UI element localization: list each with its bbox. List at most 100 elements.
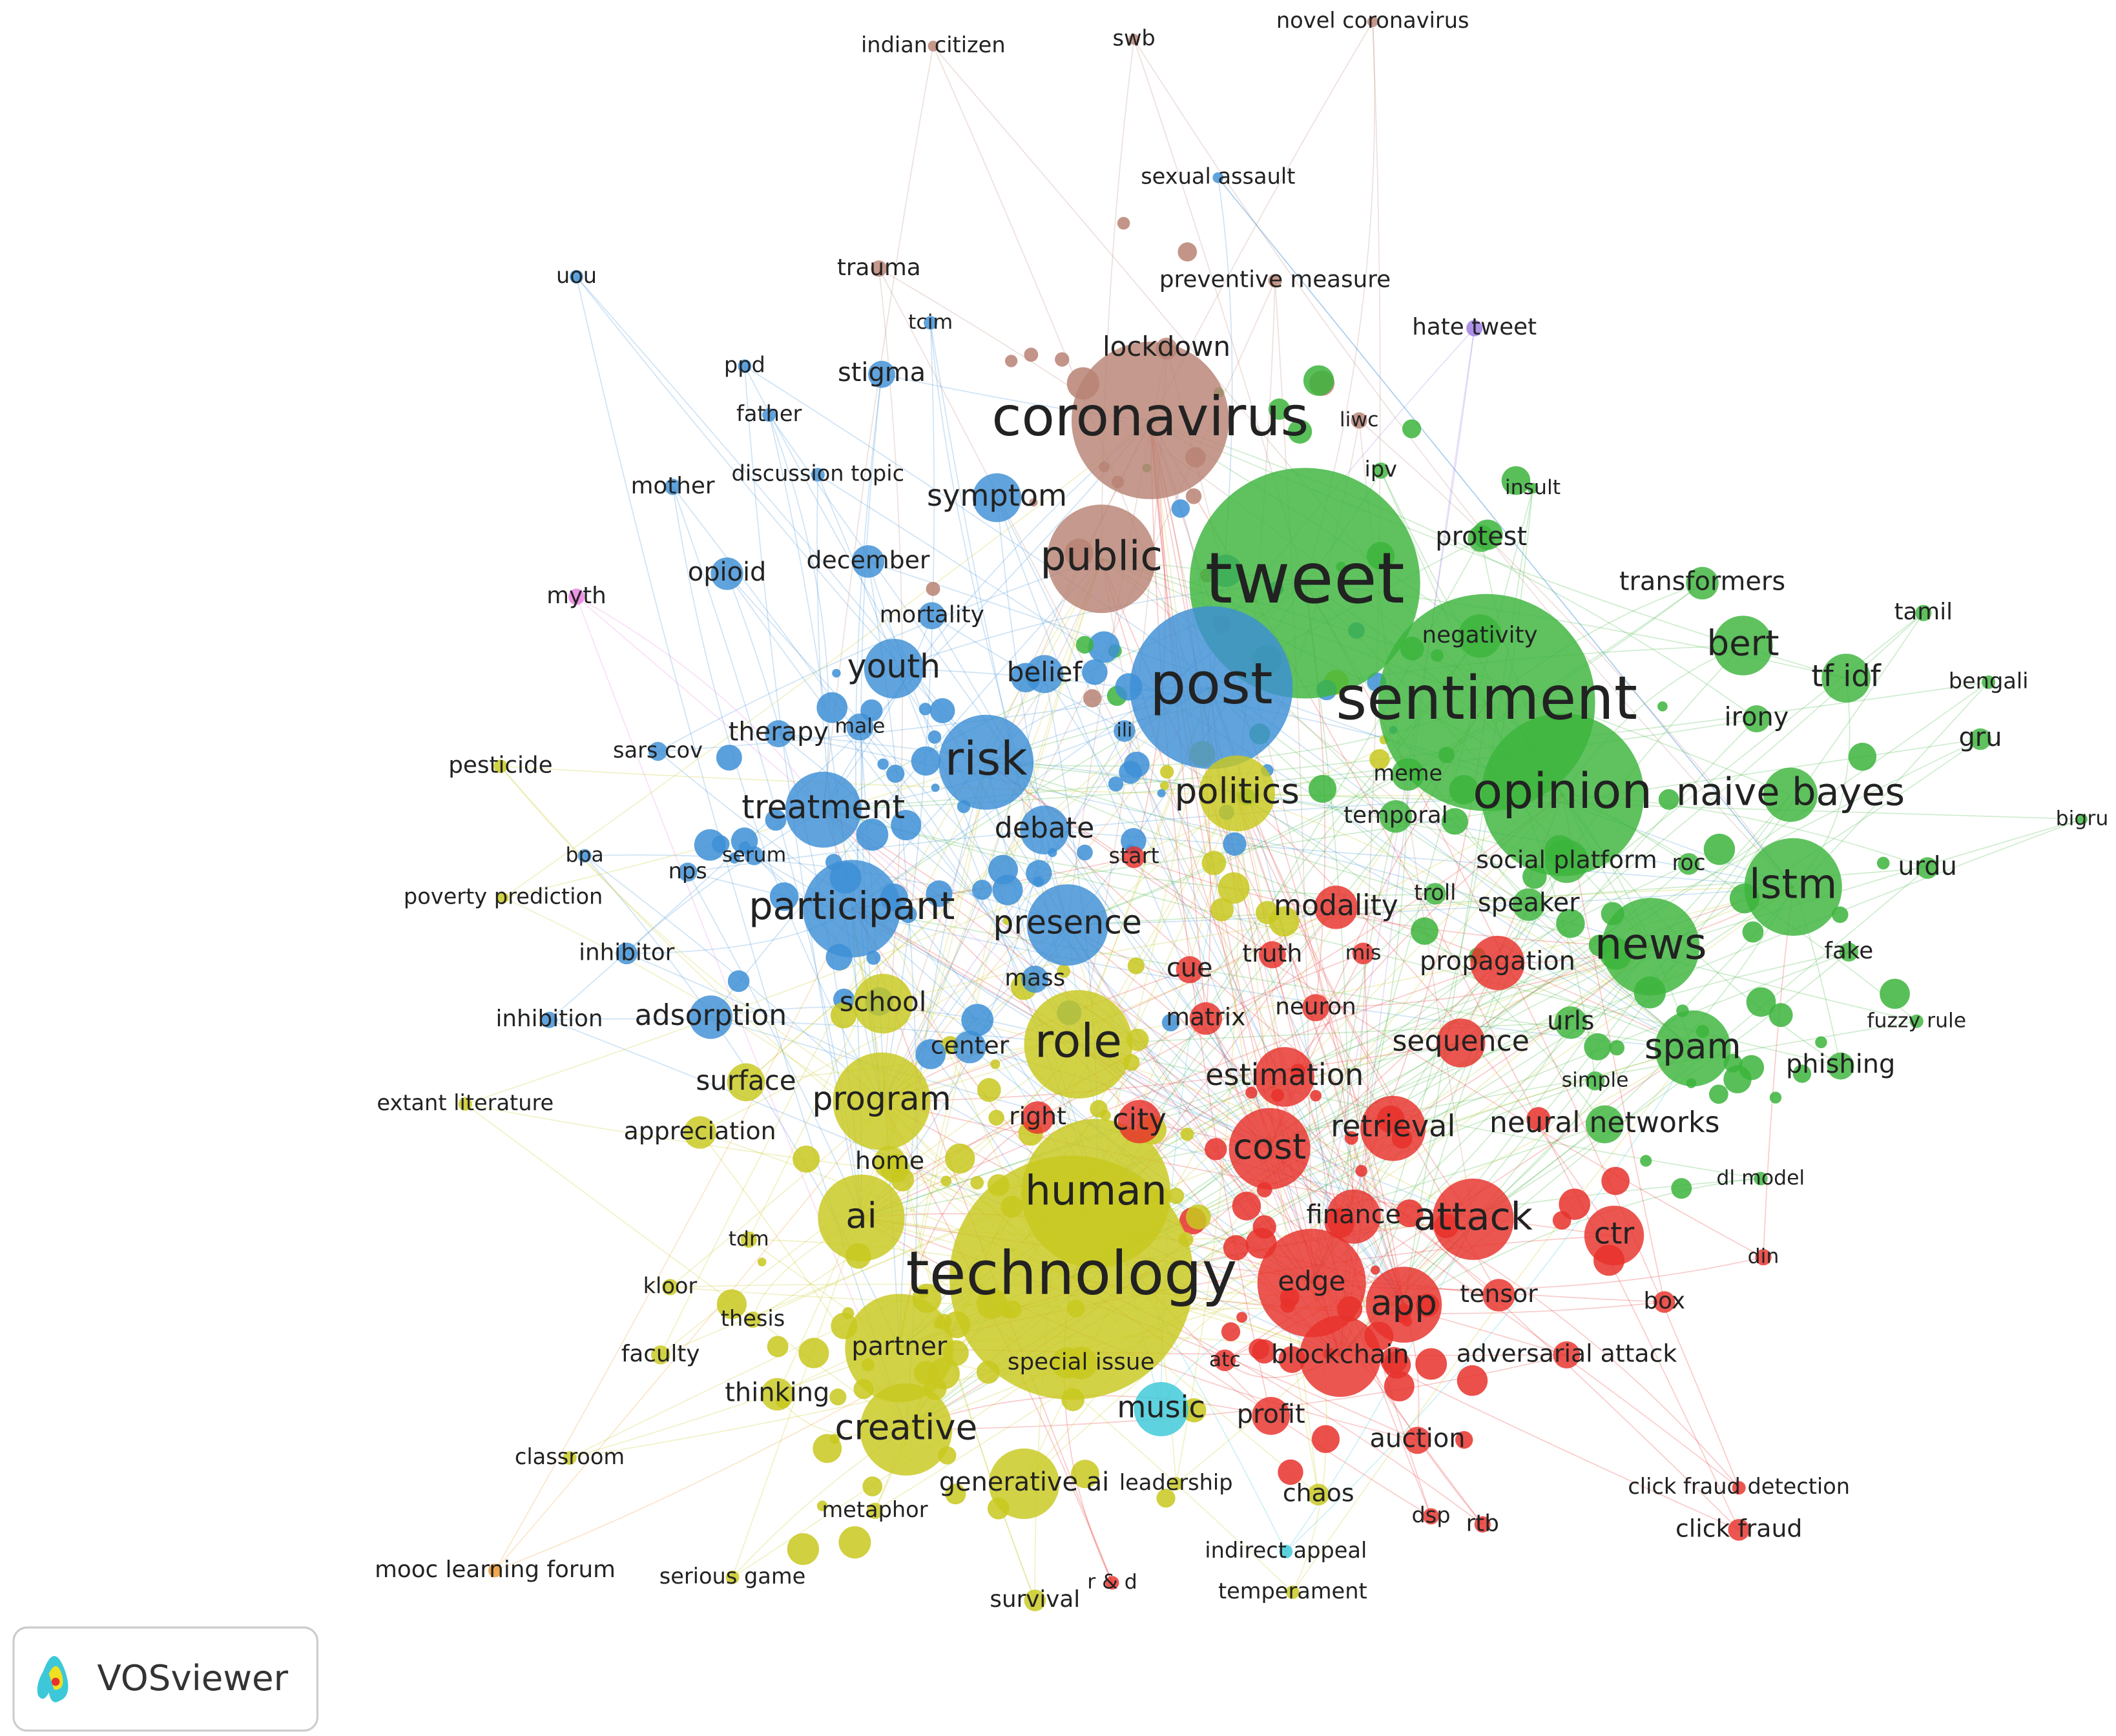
node <box>683 1116 716 1149</box>
node-layer <box>458 16 2088 1611</box>
edge <box>1071 738 1981 1278</box>
minor-node <box>945 1483 966 1505</box>
node-label: finance <box>1307 1200 1402 1230</box>
node-label: chaos <box>1283 1479 1354 1507</box>
node-label: therapy <box>729 718 829 747</box>
node <box>1257 1228 1366 1338</box>
node <box>1026 884 1108 966</box>
node-label: participant <box>749 884 955 928</box>
minor-node <box>767 1336 789 1358</box>
node-label: auction <box>1369 1424 1465 1454</box>
node <box>1655 1010 1731 1087</box>
node-label: negativity <box>1422 622 1538 648</box>
node <box>665 479 681 495</box>
node-label: dl model <box>1716 1166 1805 1190</box>
node <box>953 1031 986 1064</box>
node-label: dsp <box>1411 1502 1450 1527</box>
node <box>1072 342 1229 499</box>
edge <box>687 871 862 1219</box>
node <box>1969 728 1991 750</box>
node <box>1373 462 1389 479</box>
node <box>616 942 638 965</box>
edge <box>1218 177 1794 887</box>
node-label: swb <box>1112 25 1155 50</box>
node-label: irony <box>1725 703 1789 732</box>
edge <box>768 415 830 810</box>
minor-node <box>1278 1459 1303 1485</box>
minor-node <box>1441 808 1468 835</box>
node <box>1915 604 1932 621</box>
node <box>1114 720 1136 742</box>
node-label: inhibitor <box>579 939 674 966</box>
node-label: surface <box>696 1064 796 1096</box>
node-label: news <box>1595 918 1707 969</box>
minor-node <box>1848 743 1877 771</box>
minor-node <box>971 880 992 900</box>
minor-node <box>977 1078 1001 1102</box>
node-label: social platform <box>1476 845 1657 874</box>
edge <box>732 558 1102 1578</box>
node <box>1466 320 1483 336</box>
minor-node <box>911 746 940 776</box>
minor-node <box>1024 347 1039 362</box>
edge <box>881 1042 1461 1102</box>
minor-node <box>1703 833 1736 865</box>
node-label: opinion <box>1473 763 1652 820</box>
node-label: survival <box>990 1586 1080 1613</box>
minor-node <box>1075 636 1094 654</box>
node-label: thinking <box>725 1378 829 1407</box>
node-label: inhibition <box>496 1006 603 1032</box>
edge <box>1218 177 1794 887</box>
minor-node <box>813 1434 842 1463</box>
node <box>1360 1095 1426 1161</box>
node-label: indian citizen <box>861 32 1006 57</box>
minor-node <box>1160 765 1174 779</box>
minor-node <box>793 1145 820 1173</box>
minor-node <box>1026 860 1052 887</box>
node <box>1352 942 1374 965</box>
node-label: tcim <box>908 311 953 334</box>
logo-box[interactable]: VOSviewer <box>12 1626 318 1732</box>
edge <box>1071 681 1989 1278</box>
edge <box>1292 1048 1694 1593</box>
logo-frame <box>12 1626 318 1732</box>
node-label: roc <box>1672 850 1705 875</box>
node <box>1391 758 1424 791</box>
node-label: ctr <box>1594 1216 1635 1251</box>
minor-node <box>929 698 955 723</box>
node <box>1982 675 1996 689</box>
node <box>1299 1316 1381 1397</box>
node-label: mooc learning forum <box>375 1556 616 1583</box>
minor-node <box>838 1526 871 1559</box>
node <box>1254 1047 1314 1107</box>
node-label: fuzzy rule <box>1867 1009 1966 1032</box>
minor-node <box>1201 851 1227 876</box>
node <box>493 760 508 773</box>
node <box>1365 1266 1442 1343</box>
minor-node <box>769 882 799 911</box>
node <box>1554 1006 1587 1039</box>
minor-node <box>1501 466 1531 495</box>
minor-node <box>1168 1188 1185 1204</box>
node <box>1527 482 1539 494</box>
node <box>1916 857 1938 879</box>
minor-node <box>798 1338 829 1369</box>
node <box>1367 16 1378 27</box>
minor-node <box>990 1059 1001 1070</box>
edge <box>859 727 1097 1194</box>
node-label: mass <box>1004 965 1065 991</box>
label-layer: coronavirus lockdown public trauma novel cor… <box>375 8 2108 1613</box>
minor-node <box>1311 1425 1340 1453</box>
node-label: school <box>840 986 927 1017</box>
node-label: ili <box>1117 719 1132 741</box>
minor-node <box>1004 355 1018 367</box>
minor-node <box>1584 1033 1612 1060</box>
edge <box>1271 955 1405 1305</box>
node-label: tensor <box>1460 1279 1538 1308</box>
minor-node <box>1526 1107 1551 1132</box>
node <box>725 1570 740 1584</box>
node <box>744 846 764 865</box>
node-label: urdu <box>1898 852 1957 882</box>
logo-text: VOSviewer <box>97 1657 288 1699</box>
node <box>1754 1172 1768 1186</box>
